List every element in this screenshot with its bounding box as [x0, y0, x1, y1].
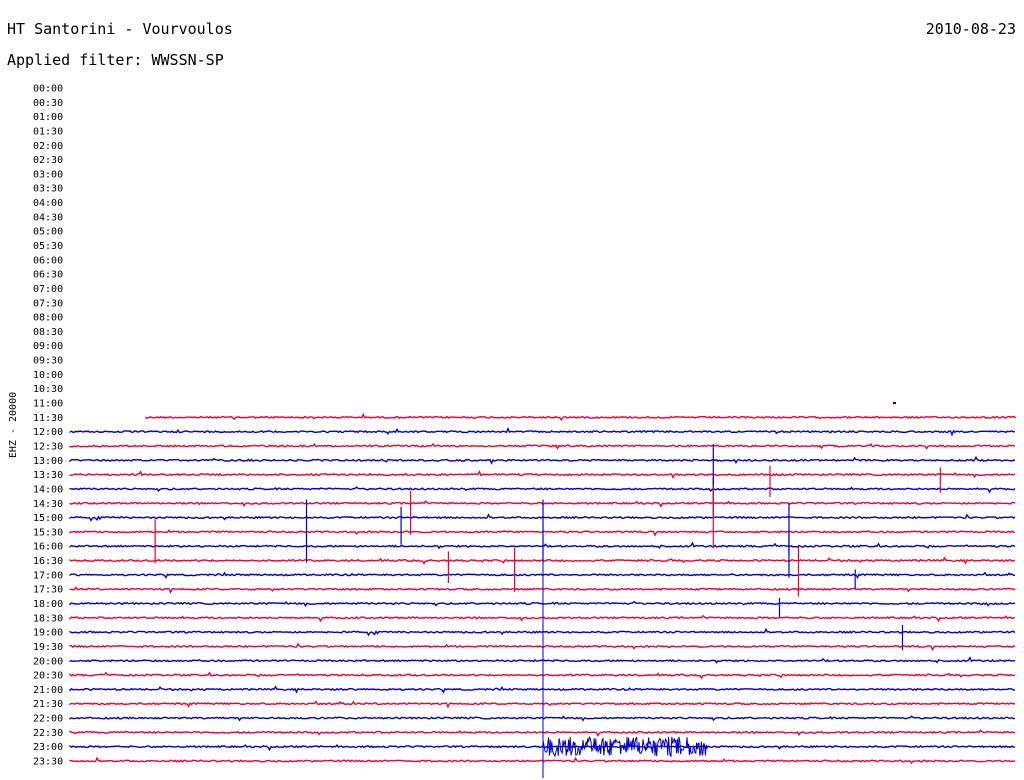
trace-line: [69, 513, 1016, 522]
row-time-label: 16:30: [33, 556, 63, 567]
trace-line: [69, 427, 1016, 437]
row-time-label: 01:00: [33, 112, 63, 123]
row-time-label: 23:30: [33, 757, 63, 768]
row-time-label: 10:30: [33, 384, 63, 395]
trace-line: [69, 627, 1016, 637]
trace-line: [69, 614, 1016, 623]
trace-line: [69, 470, 1016, 479]
row-label-group: 00:00 00:30 01:00 01:30 02:00 02:30 03:00 03:30…: [33, 84, 63, 768]
row-time-label: 23:00: [33, 742, 63, 753]
row-time-label: 17:00: [33, 570, 63, 581]
row-time-label: 18:30: [33, 613, 63, 624]
row-time-label: 17:30: [33, 585, 63, 596]
trace-line: [69, 571, 1016, 580]
row-time-label: 19:30: [33, 642, 63, 653]
row-time-label: 12:00: [33, 427, 63, 438]
row-time-label: 12:30: [33, 441, 63, 452]
trace-line: [69, 586, 1016, 595]
row-time-label: 05:30: [33, 241, 63, 252]
row-time-label: 06:00: [33, 255, 63, 266]
row-time-label: 03:00: [33, 169, 63, 180]
row-time-label: 11:00: [33, 399, 63, 410]
row-time-label: 18:00: [33, 599, 63, 610]
trace-line: [69, 743, 1016, 752]
trace-line: [69, 671, 1016, 680]
row-time-label: 08:30: [33, 327, 63, 338]
tremor-burst: [542, 736, 709, 758]
row-time-label: 04:30: [33, 212, 63, 223]
row-time-label: 07:30: [33, 298, 63, 309]
row-time-label: 21:30: [33, 699, 63, 710]
trace-line: [69, 642, 1016, 652]
row-time-label: 05:00: [33, 227, 63, 238]
trace-group: [69, 412, 1017, 765]
row-time-label: 11:30: [33, 413, 63, 424]
row-time-label: 21:00: [33, 685, 63, 696]
row-time-label: 22:30: [33, 728, 63, 739]
row-time-label: 13:30: [33, 470, 63, 481]
marker-dot: [893, 402, 897, 405]
trace-line: [69, 500, 1016, 508]
row-time-label: 09:30: [33, 356, 63, 367]
trace-line: [69, 656, 1016, 664]
event-group: [154, 402, 941, 778]
row-time-label: 04:00: [33, 198, 63, 209]
row-time-label: 20:00: [33, 656, 63, 667]
station-title: HT Santorini - Vourvoulos: [7, 20, 233, 38]
trace-line: [69, 442, 1016, 450]
trace-line: [69, 529, 1016, 537]
row-time-label: 01:30: [33, 126, 63, 137]
row-time-label: 02:30: [33, 155, 63, 166]
trace-line: [69, 756, 1016, 765]
trace-line: [69, 600, 1016, 608]
trace-line: [69, 455, 1016, 465]
row-time-label: 20:30: [33, 671, 63, 682]
row-time-label: 16:00: [33, 542, 63, 553]
row-time-label: 15:30: [33, 527, 63, 538]
row-time-label: 10:00: [33, 370, 63, 381]
row-time-label: 15:00: [33, 513, 63, 524]
trace-line: [69, 486, 1016, 494]
record-date: 2010-08-23: [925, 20, 1016, 38]
row-time-label: 08:00: [33, 313, 63, 324]
trace-line: [69, 685, 1016, 694]
row-time-label: 03:30: [33, 184, 63, 195]
filter-subtitle: Applied filter: WWSSN-SP: [7, 51, 224, 69]
row-time-label: 02:00: [33, 141, 63, 152]
row-time-label: 00:30: [33, 98, 63, 109]
row-time-label: 19:00: [33, 628, 63, 639]
row-time-label: 13:00: [33, 456, 63, 467]
trace-line: [69, 729, 1016, 737]
y-axis-label: EHZ - 20000: [8, 392, 19, 458]
row-time-label: 14:00: [33, 484, 63, 495]
row-time-label: 00:00: [33, 84, 63, 95]
row-time-label: 14:30: [33, 499, 63, 510]
trace-line: [69, 541, 1016, 550]
row-time-label: 09:00: [33, 341, 63, 352]
row-time-label: 22:00: [33, 714, 63, 725]
trace-line: [69, 700, 1016, 709]
trace-line: [145, 412, 1017, 422]
trace-line: [69, 715, 1016, 722]
row-time-label: 06:30: [33, 270, 63, 281]
trace-line: [69, 556, 1016, 565]
row-time-label: 07:00: [33, 284, 63, 295]
